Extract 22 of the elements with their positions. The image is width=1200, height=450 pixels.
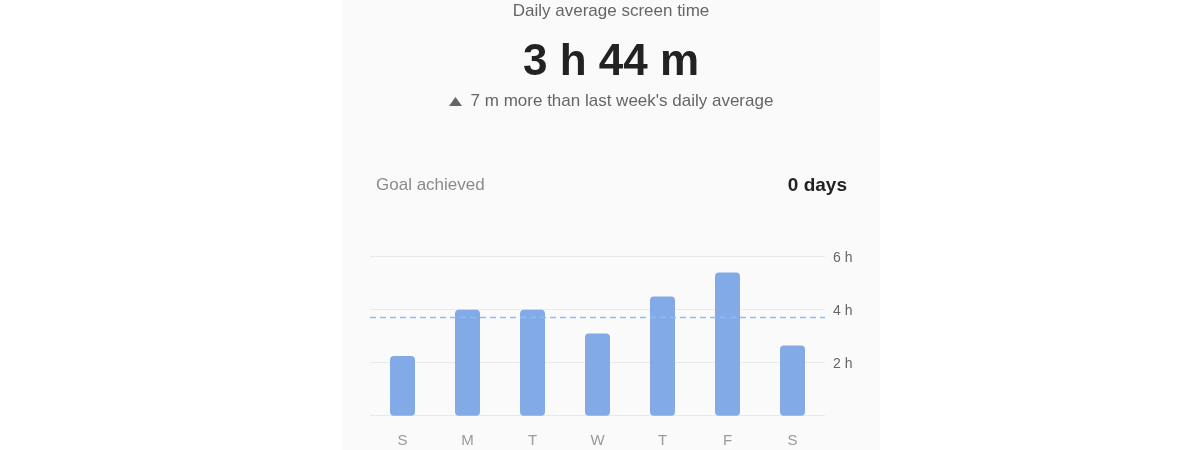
x-tick-label: F xyxy=(722,430,733,448)
y-tick-label: 4 h xyxy=(833,301,853,318)
y-tick-label: 2 h xyxy=(833,354,853,371)
x-tick-label: M xyxy=(461,430,474,448)
text: 0 days xyxy=(787,174,847,195)
x-tick-label: S xyxy=(397,430,408,448)
chart-subtitle: 3 h 44 m xyxy=(521,34,701,86)
bar xyxy=(520,309,545,416)
text: Goal achieved xyxy=(376,175,485,194)
bar xyxy=(650,296,675,416)
bar xyxy=(585,333,610,416)
bar xyxy=(390,356,415,416)
text: 7 m more than last week's daily average xyxy=(470,91,774,110)
chart-title: Daily average screen time xyxy=(511,0,711,22)
x-tick-label: T xyxy=(527,430,538,448)
x-tick-label: T xyxy=(657,430,668,448)
x-tick-label: W xyxy=(590,430,606,448)
bar xyxy=(780,345,805,416)
bar xyxy=(455,309,480,416)
x-tick-label: S xyxy=(787,430,798,448)
y-tick-label: 6 h xyxy=(833,248,853,265)
bar xyxy=(715,272,740,416)
